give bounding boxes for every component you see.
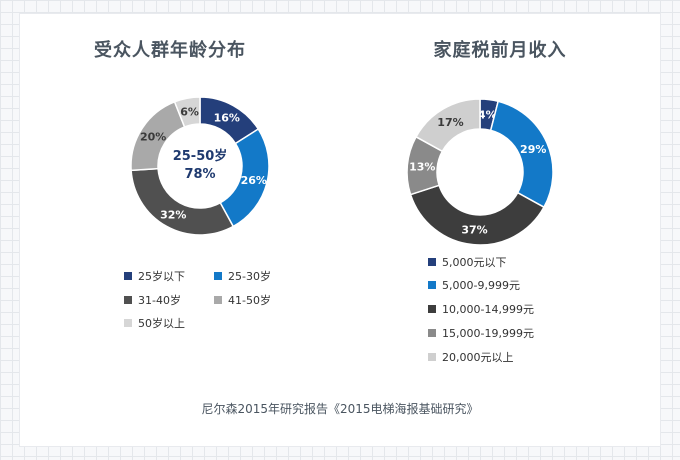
legend-0-swatch <box>124 296 132 304</box>
source-note: 尼尔森2015年研究报告《2015电梯海报基础研究》 <box>201 402 479 416</box>
legend-1-item: 15,000-19,999元 <box>428 325 534 341</box>
donut-1-slice-2 <box>409 184 545 246</box>
legend-1-swatch <box>428 281 436 289</box>
donut-0-slice-label-3: 20% <box>140 130 166 143</box>
legend-1-label: 20,000元以上 <box>442 351 514 364</box>
donut-1-slice-label-2: 37% <box>461 224 487 237</box>
legend-1-swatch <box>428 353 436 361</box>
age-donut-chart: 16% 26% 32% 20% 6% <box>130 96 270 236</box>
donut-1-slice-label-1: 29% <box>520 143 546 156</box>
legend-0-item: 25-30岁 <box>214 268 271 284</box>
donut-1-slice-label-4: 17% <box>437 116 463 129</box>
age-center-label: 25-50岁 78% <box>150 148 250 184</box>
legend-0-label: 31-40岁 <box>138 294 181 307</box>
legend-0-label: 25-30岁 <box>228 270 271 283</box>
legend-0-swatch <box>214 296 222 304</box>
legend-0-label: 25岁以下 <box>138 270 185 283</box>
age-center-range: 25-50岁 <box>172 149 228 164</box>
donut-0-slice-label-2: 32% <box>160 209 186 222</box>
chart-card: 受众人群年龄分布 16% 26% 32% 20% 6% 25-50岁 78% 25岁以下… <box>20 14 660 446</box>
legend-0-swatch <box>124 272 132 280</box>
legend-1-label: 15,000-19,999元 <box>442 327 534 340</box>
income-donut-chart: 4% 29% 37% 13% 17% <box>406 98 554 246</box>
legend-1-label: 5,000-9,999元 <box>442 279 520 292</box>
legend-1-item: 5,000元以下 <box>428 254 507 270</box>
age-center-percent: 78% <box>184 167 216 182</box>
legend-1-swatch <box>428 305 436 313</box>
legend-1-label: 10,000-14,999元 <box>442 303 534 316</box>
legend-0-item: 31-40岁 <box>124 292 181 308</box>
donut-1-slice-label-3: 13% <box>409 161 435 174</box>
age-chart-title: 受众人群年龄分布 <box>94 40 246 61</box>
legend-0-item: 50岁以上 <box>124 315 185 331</box>
legend-0-item: 25岁以下 <box>124 268 185 284</box>
donut-0-slice-4 <box>173 96 201 128</box>
legend-1-swatch <box>428 258 436 266</box>
donut-1-slice-4 <box>415 98 481 153</box>
legend-0-label: 41-50岁 <box>228 294 271 307</box>
legend-0-item: 41-50岁 <box>214 292 271 308</box>
donut-1-slice-label-0: 4% <box>478 108 497 121</box>
income-chart-title: 家庭税前月收入 <box>433 40 567 61</box>
legend-1-item: 5,000-9,999元 <box>428 277 520 293</box>
legend-1-item: 20,000元以上 <box>428 349 514 365</box>
donut-0-slice-label-4: 6% <box>180 105 199 118</box>
legend-0-swatch <box>214 272 222 280</box>
legend-1-swatch <box>428 329 436 337</box>
donut-0-slice-2 <box>130 167 235 236</box>
donut-0-slice-label-0: 16% <box>214 111 240 124</box>
legend-1-item: 10,000-14,999元 <box>428 301 534 317</box>
legend-1-label: 5,000元以下 <box>442 256 507 269</box>
legend-0-swatch <box>124 319 132 327</box>
legend-0-label: 50岁以上 <box>138 317 185 330</box>
donut-0-slice-label-1: 26% <box>241 174 267 187</box>
